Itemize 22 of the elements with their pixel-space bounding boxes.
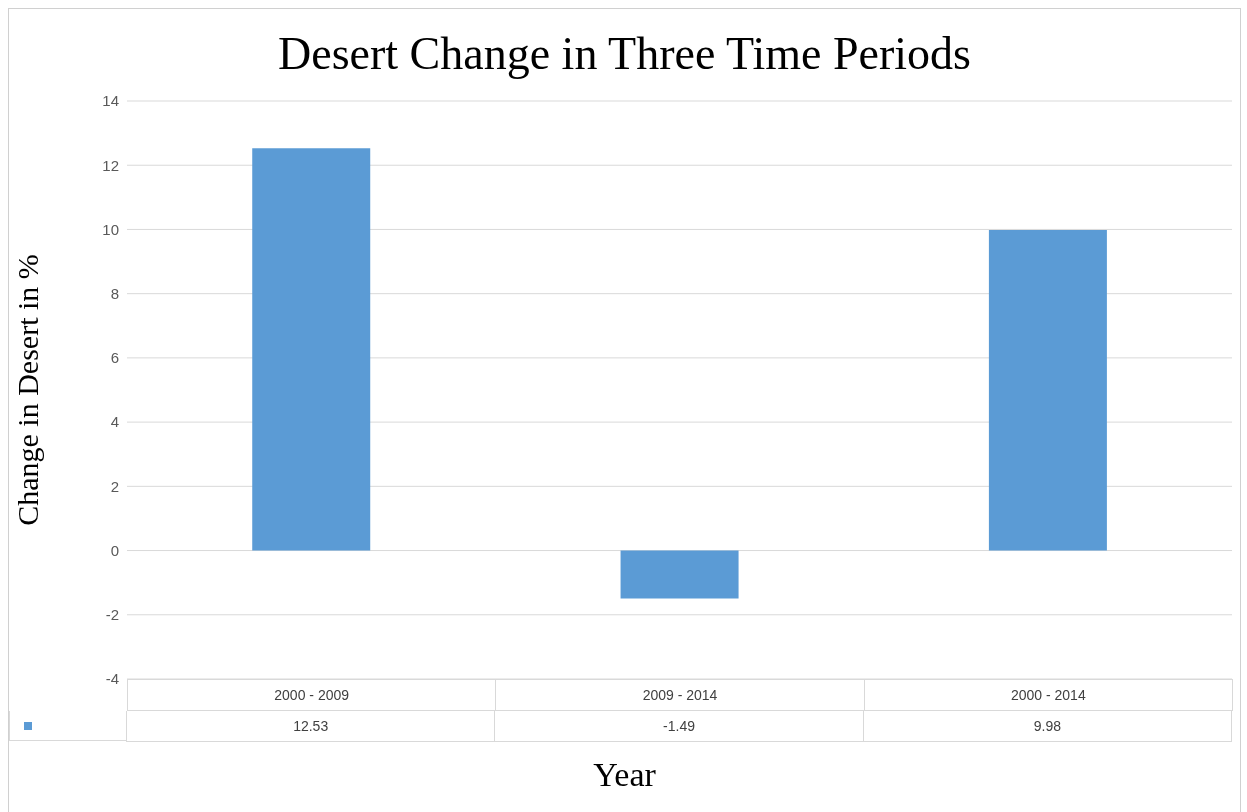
y-tick-label: 14 xyxy=(102,92,119,110)
y-tick-label: 0 xyxy=(110,541,119,559)
y-tick-label: 2 xyxy=(110,477,119,495)
y-tick-label: 6 xyxy=(110,349,119,367)
y-axis-title: Change in Desert in % xyxy=(10,254,44,526)
x-axis-title: Year xyxy=(592,755,657,795)
y-tick-label: 10 xyxy=(102,220,119,238)
chart-title: Desert Change in Three Time Periods xyxy=(277,27,972,81)
bar xyxy=(988,230,1107,551)
y-tick-label: -2 xyxy=(105,606,119,624)
y-tick-label: -4 xyxy=(105,670,119,688)
bar xyxy=(620,550,739,599)
bar xyxy=(252,148,371,551)
data-label: -1.49 xyxy=(494,711,863,741)
data-label: 9.98 xyxy=(862,711,1231,741)
x-tick-label: 2000 - 2009 xyxy=(127,680,496,710)
data-label: 12.53 xyxy=(126,711,495,741)
y-tick-label: 8 xyxy=(110,284,119,302)
y-tick-label: 12 xyxy=(102,156,119,174)
x-tick-label: 2009 - 2014 xyxy=(495,680,864,710)
y-tick-label: 4 xyxy=(110,413,119,431)
x-tick-label: 2000 - 2014 xyxy=(863,680,1232,710)
